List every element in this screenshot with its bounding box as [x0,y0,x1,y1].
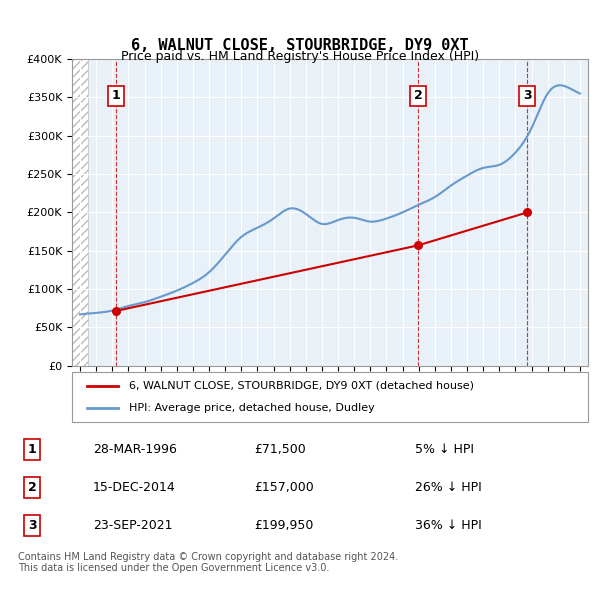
Text: 6, WALNUT CLOSE, STOURBRIDGE, DY9 0XT: 6, WALNUT CLOSE, STOURBRIDGE, DY9 0XT [131,38,469,53]
Text: HPI: Average price, detached house, Dudley: HPI: Average price, detached house, Dudl… [129,403,374,413]
Text: 3: 3 [28,519,37,532]
Text: £157,000: £157,000 [254,481,314,494]
Point [111,306,121,316]
Text: 15-DEC-2014: 15-DEC-2014 [92,481,175,494]
Text: 2: 2 [28,481,37,494]
Text: 1: 1 [28,443,37,456]
Text: Price paid vs. HM Land Registry's House Price Index (HPI): Price paid vs. HM Land Registry's House … [121,50,479,63]
Text: 6, WALNUT CLOSE, STOURBRIDGE, DY9 0XT (detached house): 6, WALNUT CLOSE, STOURBRIDGE, DY9 0XT (d… [129,381,474,391]
FancyBboxPatch shape [72,372,588,422]
Text: Contains HM Land Registry data © Crown copyright and database right 2024.
This d: Contains HM Land Registry data © Crown c… [18,552,398,573]
Text: 3: 3 [523,89,532,102]
Text: £199,950: £199,950 [254,519,313,532]
Text: 1: 1 [112,89,121,102]
Text: 23-SEP-2021: 23-SEP-2021 [92,519,172,532]
Text: 26% ↓ HPI: 26% ↓ HPI [415,481,482,494]
Point [523,208,532,217]
Text: 2: 2 [413,89,422,102]
Text: 36% ↓ HPI: 36% ↓ HPI [415,519,482,532]
Point [413,241,423,250]
Text: £71,500: £71,500 [254,443,305,456]
Bar [72,59,88,366]
Text: 5% ↓ HPI: 5% ↓ HPI [415,443,474,456]
Text: 28-MAR-1996: 28-MAR-1996 [92,443,176,456]
